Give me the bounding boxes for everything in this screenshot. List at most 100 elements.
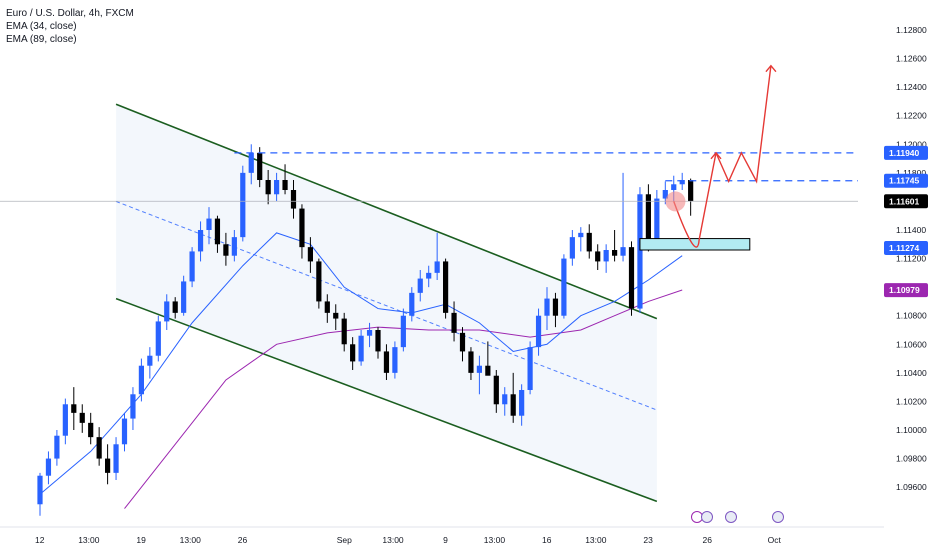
price-tick-label: 1.09600 [896,482,927,492]
channel-upper-line [115,103,658,320]
time-axis[interactable]: 12 13:00 19 13:00 26 Sep 13:00 9 13:00 16 13:00 23 2… [0,526,884,545]
candle-up [181,281,187,313]
event-icons [691,511,784,523]
price-tick-label: 1.09800 [896,454,927,464]
candle-down [383,351,390,373]
time-tick-label: 13:00 [180,535,202,545]
candle-down [645,194,651,245]
time-tick-label: 26 [238,535,248,545]
ema34-legend: EMA (34, close) [6,21,77,32]
candle-up [240,172,246,238]
candle-up [274,180,280,195]
ema89-legend: EMA (89, close) [6,34,77,45]
calendar-event-icon-circle [701,511,713,523]
price-tick-label: 1.10800 [896,311,927,321]
candle-down [552,298,559,316]
candle-down [324,301,330,313]
candle-up [121,418,128,445]
price-tag-label: 1.10979 [889,285,920,295]
channel-fill [116,104,657,502]
price-tick-label: 1.12200 [896,111,927,121]
candle-down [282,180,288,190]
candle-up [637,194,643,309]
candle-up [197,230,204,252]
candle-up [231,237,237,256]
time-tick-label: 13:00 [382,535,404,545]
candle-down [510,394,516,416]
candle-down [88,422,94,438]
candle-up [392,347,398,373]
ema89-line [124,289,683,509]
candle-up [519,390,525,416]
price-tick-label: 1.10200 [896,396,927,406]
price-tag-bg [884,194,928,209]
time-tick-label: 9 [443,535,448,545]
price-tick-label: 1.12000 [896,139,927,149]
candle-up [366,330,373,336]
candle-up [189,251,195,282]
chart-legend: Euro / U.S. Dollar, 4h, FXCM EMA (34, cl… [6,7,134,46]
candle-down [105,458,111,473]
candle-up [569,237,575,259]
price-tag-bg [884,173,928,188]
projection-arrowhead [710,151,722,160]
candle-down [485,365,491,376]
projection-zigzag [715,65,772,184]
projection-path [665,64,777,248]
candle-up [603,250,609,262]
price-tag-label: 1.11274 [889,243,920,253]
symbol-title: Euro / U.S. Dollar, 4h, FXCM [6,8,134,19]
price-axis[interactable]: 1.12800 1.12600 1.12400 1.12200 1.12000 1.118… [884,25,928,492]
candle-up [620,247,626,256]
candle-up [426,272,432,279]
candle-down [451,312,457,333]
lightning-icon-circle [691,511,703,523]
candle-up [164,301,170,322]
candle-up [544,298,550,316]
candle-down [350,344,356,362]
time-tick-label: 13:00 [585,535,607,545]
calendar-event-icon [701,511,713,523]
candle-up [62,404,68,436]
candle-up [476,365,482,373]
candle-down [586,232,592,252]
price-tick-label: 1.11800 [896,168,926,178]
candle-up [679,180,685,185]
candle-up [130,394,136,419]
candle-up [358,335,364,362]
time-tick-label: Oct [768,535,782,545]
candle-down [316,261,322,302]
calendar-event-icon [725,511,737,523]
calendar-event-icon-circle [772,511,784,523]
candle-up [138,365,144,395]
candle-down [468,351,474,373]
candle-down [628,247,635,309]
channel-midline [115,200,658,411]
projection-curve [673,152,717,248]
moving-averages [39,232,683,509]
price-tag-bg [884,283,928,298]
time-tick-label: 26 [703,535,713,545]
price-tag-bg [884,145,928,160]
candle-up [535,315,542,348]
candle-down [493,375,499,405]
candle-down [290,190,297,209]
candle-down [214,218,221,245]
candle-up [561,258,567,316]
candle-down [79,412,85,423]
candle-down [333,312,339,319]
candle-up [527,347,533,390]
candle-down [341,318,347,345]
channel-lower-line [115,297,658,503]
candle-up [147,355,153,366]
candle-down [595,251,601,262]
calendar-event-icon-circle [725,511,737,523]
candle-up [502,394,508,405]
candle-up [409,292,415,316]
candle-up [417,278,423,293]
candle-down [71,404,77,413]
price-tick-label: 1.12800 [896,25,927,35]
candle-down [375,330,381,352]
time-tick-label: Sep [337,535,352,545]
